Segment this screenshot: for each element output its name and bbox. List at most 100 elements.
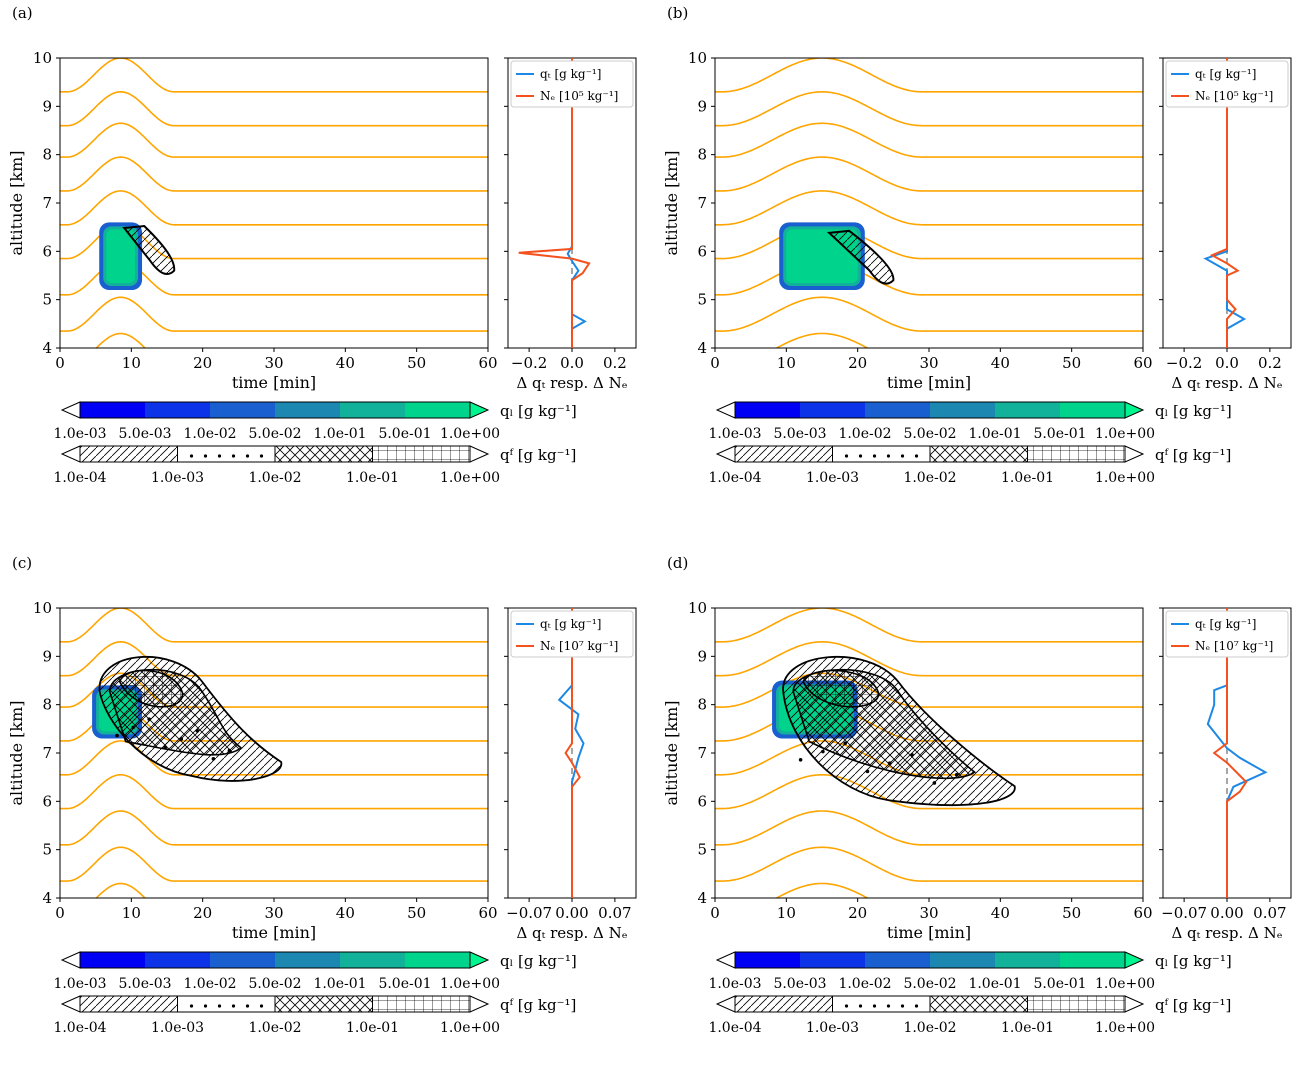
side-x-tick-label: 0.0 bbox=[560, 354, 584, 372]
ql-colorbar: 1.0e-03 5.0e-03 1.0e-02 5.0e-02 1.0e-01 5.0e-… bbox=[708, 951, 1232, 992]
ql-colorbar-tick-label: 1.0e+00 bbox=[440, 426, 500, 442]
qf-colorbar-tick-label: 1.0e+00 bbox=[1095, 1020, 1155, 1036]
qf-colorbar-tick-label: 1.0e-02 bbox=[903, 470, 956, 486]
x-tick-label: 40 bbox=[336, 354, 355, 372]
ql-colorbar-extend-right bbox=[469, 951, 490, 969]
panel-c: (c) 0 10 20 30 40 50 60 4 5 6 7 8 9 10 time [min] altitu… bbox=[0, 550, 640, 1070]
qf-dot bbox=[798, 757, 803, 762]
ql-colorbar-tick-label: 5.0e-02 bbox=[248, 426, 301, 442]
ql-colorbar-tick-label: 5.0e-01 bbox=[1033, 426, 1086, 442]
legend: qₜ [g kg⁻¹] Nₑ [10⁵ kg⁻¹] bbox=[510, 60, 634, 108]
qf-colorbar-tick-label: 1.0e-04 bbox=[708, 1020, 761, 1036]
side-x-tick-label: 0.07 bbox=[598, 904, 631, 922]
qf-colorbar-swatch bbox=[734, 445, 833, 463]
isentrope-line bbox=[60, 608, 488, 643]
isentrope-line bbox=[715, 296, 1143, 332]
ql-colorbar-swatch bbox=[995, 402, 1060, 418]
side-x-tick-label: 0.2 bbox=[603, 354, 627, 372]
panel-label: (c) bbox=[12, 554, 32, 572]
side-x-axis-label: Δ qₜ resp. Δ Nₑ bbox=[516, 924, 627, 942]
qf-colorbar-extend-left bbox=[715, 995, 736, 1013]
y-axis-label: altitude [km] bbox=[662, 700, 681, 805]
qf-colorbar-swatch bbox=[274, 445, 373, 463]
ql-colorbar-swatch bbox=[930, 952, 995, 968]
legend: qₜ [g kg⁻¹] Nₑ [10⁷ kg⁻¹] bbox=[1165, 610, 1289, 658]
x-tick-label: 0 bbox=[55, 904, 65, 922]
plot-area bbox=[715, 58, 1143, 348]
legend: qₜ [g kg⁻¹] Nₑ [10⁵ kg⁻¹] bbox=[1165, 60, 1289, 108]
y-axis-label: altitude [km] bbox=[7, 700, 26, 805]
qf-colorbar-dot bbox=[858, 454, 863, 458]
side-x-tick-label: 0.2 bbox=[1258, 354, 1282, 372]
y-tick-label: 10 bbox=[688, 49, 707, 67]
ql-colorbar-tick-label: 5.0e-02 bbox=[903, 976, 956, 992]
ql-colorbar-extend-right bbox=[469, 401, 490, 419]
qf-colorbar-dot bbox=[231, 454, 236, 458]
qf-colorbar-extend-right bbox=[1124, 995, 1145, 1013]
plot-area bbox=[60, 58, 488, 348]
ql-colorbar-swatch bbox=[275, 402, 340, 418]
nd-profile-line bbox=[564, 608, 581, 898]
qf-colorbar-dot bbox=[259, 1004, 264, 1008]
qf-colorbar-swatch bbox=[372, 995, 471, 1013]
qf-colorbar-extend-left bbox=[60, 445, 81, 463]
y-tick-label: 6 bbox=[42, 792, 52, 810]
y-tick-label: 6 bbox=[697, 242, 707, 260]
qf-colorbar-dot bbox=[914, 454, 919, 458]
ql-colorbar-extend-right bbox=[1124, 401, 1145, 419]
ql-colorbar-swatch bbox=[275, 952, 340, 968]
isentrope-line bbox=[715, 122, 1143, 158]
ql-colorbar-frame bbox=[734, 951, 1126, 969]
qf-colorbar-dot bbox=[844, 1004, 849, 1008]
isentrope-line bbox=[774, 882, 870, 898]
qf-colorbar-swatch bbox=[1027, 995, 1126, 1013]
ql-colorbar-swatch bbox=[210, 402, 275, 418]
qf-colorbar-dot bbox=[886, 454, 891, 458]
qf-colorbar-dot bbox=[900, 454, 905, 458]
qf-dot bbox=[131, 725, 135, 730]
qf-colorbar-tick-label: 1.0e-02 bbox=[248, 470, 301, 486]
x-tick-label: 20 bbox=[193, 904, 212, 922]
ql-colorbar-swatch bbox=[80, 952, 145, 968]
ql-colorbar-frame bbox=[79, 401, 471, 419]
qf-colorbar-tick-label: 1.0e-01 bbox=[346, 1020, 399, 1036]
qf-contour-inner bbox=[802, 669, 879, 708]
panel-label: (a) bbox=[12, 4, 33, 22]
panel-label: (d) bbox=[667, 554, 688, 572]
side-x-tick-label: 0.0 bbox=[1215, 354, 1239, 372]
ql-colorbar-tick-label: 1.0e-02 bbox=[183, 426, 236, 442]
x-tick-label: 0 bbox=[710, 904, 720, 922]
qf-colorbar-dot bbox=[858, 1004, 863, 1008]
y-tick-label: 8 bbox=[697, 696, 707, 714]
x-tick-label: 50 bbox=[407, 904, 426, 922]
side-x-axis-label: Δ qₜ resp. Δ Nₑ bbox=[516, 374, 627, 392]
qf-colorbar-dot bbox=[259, 454, 264, 458]
ql-colorbar-swatch bbox=[800, 952, 865, 968]
y-tick-label: 7 bbox=[42, 194, 52, 212]
ql-field bbox=[99, 222, 143, 290]
ql-colorbar-tick-label: 1.0e-03 bbox=[708, 426, 761, 442]
y-tick-label: 7 bbox=[42, 744, 52, 762]
ql-colorbar-tick-label: 1.0e-01 bbox=[313, 976, 366, 992]
chart-svg: (c) 0 10 20 30 40 50 60 4 5 6 7 8 9 10 time [min] altitu… bbox=[7, 554, 637, 1036]
qf-colorbar-swatch bbox=[832, 995, 931, 1013]
qf-colorbar-swatch bbox=[929, 995, 1028, 1013]
x-axis-label: time [min] bbox=[887, 923, 971, 942]
y-tick-label: 10 bbox=[33, 599, 52, 617]
ql-colorbar-swatch bbox=[340, 952, 405, 968]
legend-box bbox=[510, 610, 634, 658]
ql-colorbar-swatch bbox=[865, 402, 930, 418]
ql-colorbar-tick-label: 5.0e-01 bbox=[1033, 976, 1086, 992]
x-tick-label: 10 bbox=[122, 904, 141, 922]
qf-colorbar-dot bbox=[189, 454, 194, 458]
legend-box bbox=[510, 60, 634, 108]
isentrope-line bbox=[60, 122, 488, 158]
qf-colorbar-dot bbox=[886, 1004, 891, 1008]
ql-colorbar-tick-label: 1.0e-02 bbox=[838, 976, 891, 992]
qf-colorbar-swatch bbox=[832, 445, 931, 463]
qf-contour bbox=[826, 229, 895, 285]
y-tick-label: 10 bbox=[33, 49, 52, 67]
qf-colorbar-label: qᶠ [g kg⁻¹] bbox=[500, 996, 576, 1014]
